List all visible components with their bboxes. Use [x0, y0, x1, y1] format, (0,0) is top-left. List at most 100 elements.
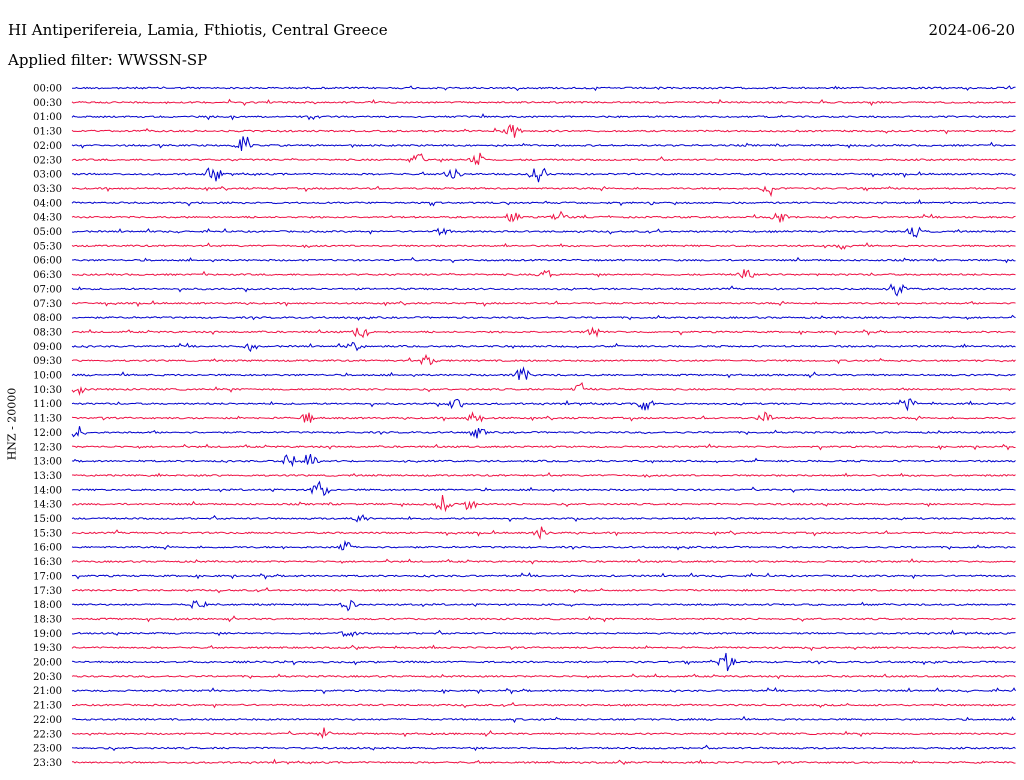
trace-row-1130 — [71, 411, 1016, 423]
trace-row-0230 — [71, 152, 1016, 166]
row-time-label: 01:30 — [33, 127, 62, 138]
row-time-label: 16:00 — [33, 543, 62, 554]
date-label: 2024-06-20 — [928, 21, 1015, 39]
row-time-label: 22:00 — [33, 715, 62, 726]
row-time-label: 09:30 — [33, 356, 62, 367]
trace-row-1200 — [71, 426, 1016, 439]
row-time-label: 00:00 — [33, 84, 62, 95]
seismogram-traces — [71, 85, 1016, 766]
trace-row-1230 — [71, 443, 1016, 451]
row-time-label: 04:30 — [33, 213, 62, 224]
trace-row-0100 — [71, 113, 1016, 121]
row-time-label: 17:30 — [33, 586, 62, 597]
trace-row-2300 — [71, 744, 1016, 752]
row-time-label: 19:30 — [33, 643, 62, 654]
trace-row-0830 — [71, 326, 1016, 339]
trace-row-0400 — [71, 199, 1016, 207]
trace-row-0800 — [71, 314, 1016, 321]
trace-row-1730 — [71, 587, 1016, 594]
row-time-label: 07:30 — [33, 299, 62, 310]
row-time-label: 13:30 — [33, 471, 62, 482]
trace-row-1330 — [72, 471, 1016, 478]
row-time-label: 10:30 — [33, 385, 62, 396]
row-time-label: 12:30 — [33, 442, 62, 453]
row-time-label: 09:00 — [33, 342, 62, 353]
row-time-label: 13:00 — [33, 457, 62, 468]
trace-row-1000 — [71, 366, 1016, 380]
row-time-label: 22:30 — [33, 729, 62, 740]
trace-row-0500 — [71, 226, 1016, 238]
row-time-label: 19:00 — [33, 629, 62, 640]
row-time-label: 03:30 — [33, 184, 62, 195]
row-time-label: 11:30 — [33, 414, 62, 425]
trace-row-0030 — [71, 98, 1016, 107]
trace-row-2100 — [71, 686, 1016, 695]
trace-row-1500 — [71, 514, 1016, 523]
trace-row-1930 — [71, 644, 1016, 652]
trace-row-1400 — [71, 480, 1016, 497]
trace-row-0730 — [71, 300, 1016, 308]
row-time-label: 16:30 — [33, 557, 62, 568]
row-time-label: 06:00 — [33, 256, 62, 267]
trace-row-0700 — [71, 283, 1016, 297]
row-time-label: 15:30 — [33, 528, 62, 539]
row-time-label: 23:30 — [33, 758, 62, 769]
row-time-label: 23:00 — [33, 744, 62, 755]
trace-row-0900 — [71, 341, 1016, 353]
trace-row-2000 — [71, 652, 1016, 672]
trace-row-0530 — [71, 242, 1016, 250]
trace-row-0330 — [71, 185, 1016, 198]
trace-row-0600 — [72, 256, 1016, 264]
row-time-label: 02:00 — [33, 141, 62, 152]
trace-row-1430 — [71, 495, 1016, 513]
row-time-label: 02:30 — [33, 155, 62, 166]
trace-row-2130 — [72, 701, 1016, 709]
trace-row-2230 — [72, 727, 1016, 739]
row-time-label: 06:30 — [33, 270, 62, 281]
trace-row-0300 — [71, 167, 1016, 183]
row-time-label: 15:00 — [33, 514, 62, 525]
row-time-label: 00:30 — [33, 98, 62, 109]
row-time-label: 08:00 — [33, 313, 62, 324]
row-time-label: 07:00 — [33, 284, 62, 295]
row-time-label: 14:30 — [33, 500, 62, 511]
trace-row-1600 — [71, 539, 1016, 551]
trace-row-2200 — [71, 715, 1016, 724]
row-time-label: 18:30 — [33, 614, 62, 625]
trace-row-1300 — [71, 453, 1016, 468]
trace-row-1630 — [71, 558, 1016, 565]
row-time-label: 14:00 — [33, 485, 62, 496]
row-time-label: 01:00 — [33, 112, 62, 123]
row-time-label: 10:00 — [33, 371, 62, 382]
trace-row-1900 — [71, 629, 1016, 638]
trace-row-0200 — [71, 136, 1016, 151]
trace-row-0930 — [71, 353, 1016, 366]
row-time-label: 05:00 — [33, 227, 62, 238]
row-time-label: 21:30 — [33, 701, 62, 712]
row-time-label: 18:00 — [33, 600, 62, 611]
trace-row-0430 — [71, 210, 1016, 223]
row-time-label: 11:00 — [33, 399, 62, 410]
row-time-label: 12:00 — [33, 428, 62, 439]
row-time-label: 17:00 — [33, 571, 62, 582]
trace-row-2330 — [72, 758, 1016, 766]
trace-row-1700 — [72, 572, 1016, 580]
trace-row-1800 — [71, 599, 1016, 612]
trace-row-0130 — [71, 123, 1016, 138]
trace-row-0000 — [72, 85, 1016, 92]
trace-row-0630 — [71, 269, 1016, 279]
row-time-label: 03:00 — [33, 170, 62, 181]
trace-row-2030 — [71, 673, 1016, 680]
trace-row-1100 — [71, 398, 1016, 412]
row-time-label: 05:30 — [33, 241, 62, 252]
row-time-label: 04:00 — [33, 198, 62, 209]
row-time-label: 20:00 — [33, 658, 62, 669]
row-time-label: 21:00 — [33, 686, 62, 697]
trace-row-1530 — [71, 526, 1016, 540]
row-time-label: 20:30 — [33, 672, 62, 683]
filter-label: Applied filter: WWSSN-SP — [8, 51, 208, 69]
station-title: HI Antiperifereia, Lamia, Fthiotis, Cent… — [8, 21, 388, 39]
trace-row-1030 — [71, 381, 1016, 396]
row-time-label: 08:30 — [33, 327, 62, 338]
